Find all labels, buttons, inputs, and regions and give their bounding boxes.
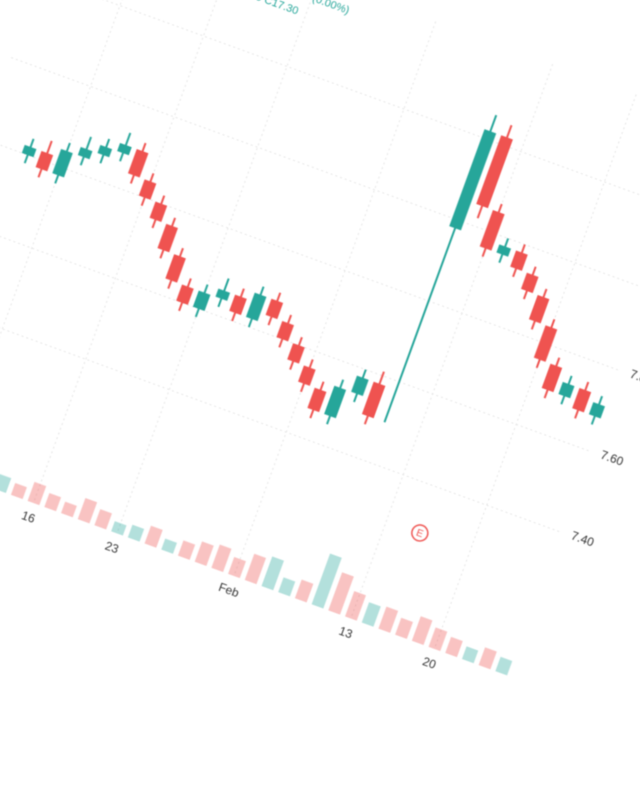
candle-body (265, 298, 284, 320)
candle-body (324, 385, 347, 419)
candle-body (361, 381, 386, 419)
candle-body (588, 402, 605, 419)
volume-bar (77, 498, 98, 524)
candle-body (21, 144, 37, 158)
candle-body (165, 254, 186, 283)
grid-line (350, 63, 554, 619)
candle-body (215, 288, 231, 301)
volume-bar (278, 577, 296, 597)
grid-line (0, 0, 153, 473)
volume-bar (361, 602, 381, 627)
volume-bar (177, 540, 196, 560)
volume-bar (111, 521, 127, 536)
y-tick-label: 7.60 (599, 448, 626, 469)
volume-bar (345, 591, 366, 621)
candle-body (476, 135, 513, 209)
candle-body (496, 244, 512, 257)
earnings-marker (411, 524, 429, 542)
candle-body (449, 129, 497, 231)
volume-bar (10, 482, 27, 500)
grid-line (433, 94, 637, 650)
volume-bar (228, 556, 246, 579)
volume-bar (495, 656, 513, 676)
candle-body (127, 149, 149, 178)
candle-body (229, 294, 247, 316)
volume-bar (161, 538, 177, 554)
grid-line (233, 21, 437, 577)
volume-bar (378, 606, 399, 633)
volume-bar (94, 509, 112, 530)
candle-body (35, 150, 54, 172)
candle-body (77, 146, 93, 160)
candle-body (541, 363, 563, 393)
volume-bar (61, 501, 77, 518)
volume-bar (244, 553, 267, 585)
candle-body (298, 365, 316, 386)
volume-bar (478, 647, 497, 670)
volume-bar (328, 572, 354, 615)
volume-bar (27, 481, 47, 506)
volume-bar (411, 616, 433, 646)
candle-body (149, 201, 168, 223)
candle-body (52, 148, 73, 178)
candle-body (307, 387, 327, 413)
candle-body (510, 250, 528, 271)
candle-body (572, 387, 592, 413)
candle-body (192, 290, 211, 311)
volume-bar (311, 553, 342, 609)
grid-line (116, 0, 320, 534)
candle-body (479, 210, 505, 251)
candle-body (287, 343, 305, 364)
candle-body (351, 375, 369, 397)
volume-bar (194, 541, 214, 566)
volume-bar (127, 524, 145, 542)
grid-line (0, 137, 621, 372)
grid-line (0, 218, 592, 453)
volume-bar (294, 579, 314, 603)
candle-body (245, 292, 267, 322)
y-tick-label: 7.80 (628, 367, 640, 388)
candle-body (176, 284, 194, 305)
volume-bar (461, 646, 479, 664)
earnings-label: E (414, 528, 424, 541)
candle-body (276, 320, 294, 342)
candle-body (117, 142, 132, 156)
volume-bar (428, 627, 448, 652)
candle-body (558, 381, 575, 399)
grid-line (32, 0, 236, 504)
legend-line: NSE O17.30 H17.30 L17.30 C17.30 0.00 (0.… (120, 0, 351, 17)
y-tick-label: 7.40 (569, 529, 596, 550)
x-tick-label: 16 (20, 508, 38, 526)
x-tick-label: 13 (337, 624, 355, 642)
candle-body (157, 223, 178, 253)
candle-body (533, 325, 558, 362)
candle-body (97, 144, 113, 158)
volume-bar (144, 525, 163, 548)
volume-bar (44, 493, 62, 512)
page: NSE O17.30 H17.30 L17.30 C17.30 0.00 (0.… (0, 0, 640, 676)
x-tick-label: 23 (103, 539, 121, 557)
candle-body (528, 294, 550, 324)
volume-bar (0, 473, 12, 494)
x-tick-label: Feb (217, 580, 242, 600)
volume-bar (211, 544, 232, 573)
volume-bar (261, 556, 284, 591)
candle-body (138, 179, 157, 200)
legend-line: 7h, NSE O17.30 H17.30 L17.30 C17.30 (114, 0, 300, 17)
grid-line (10, 57, 640, 291)
candle-body (520, 272, 539, 294)
grid-line (0, 299, 563, 534)
volume-bar (395, 617, 413, 639)
grid-line (40, 0, 640, 210)
x-tick-label: 20 (421, 654, 439, 672)
